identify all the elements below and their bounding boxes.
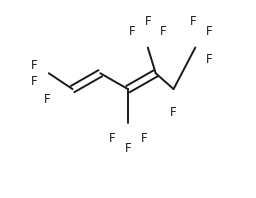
Text: F: F [206,25,212,38]
Text: F: F [190,15,197,28]
Text: F: F [31,59,37,72]
Text: F: F [125,142,131,155]
Text: F: F [144,15,151,28]
Text: F: F [141,132,147,145]
Text: F: F [206,53,212,66]
Text: F: F [109,132,115,145]
Text: F: F [129,25,135,38]
Text: F: F [31,75,37,88]
Text: F: F [160,25,167,38]
Text: F: F [170,106,177,119]
Text: F: F [44,92,50,106]
